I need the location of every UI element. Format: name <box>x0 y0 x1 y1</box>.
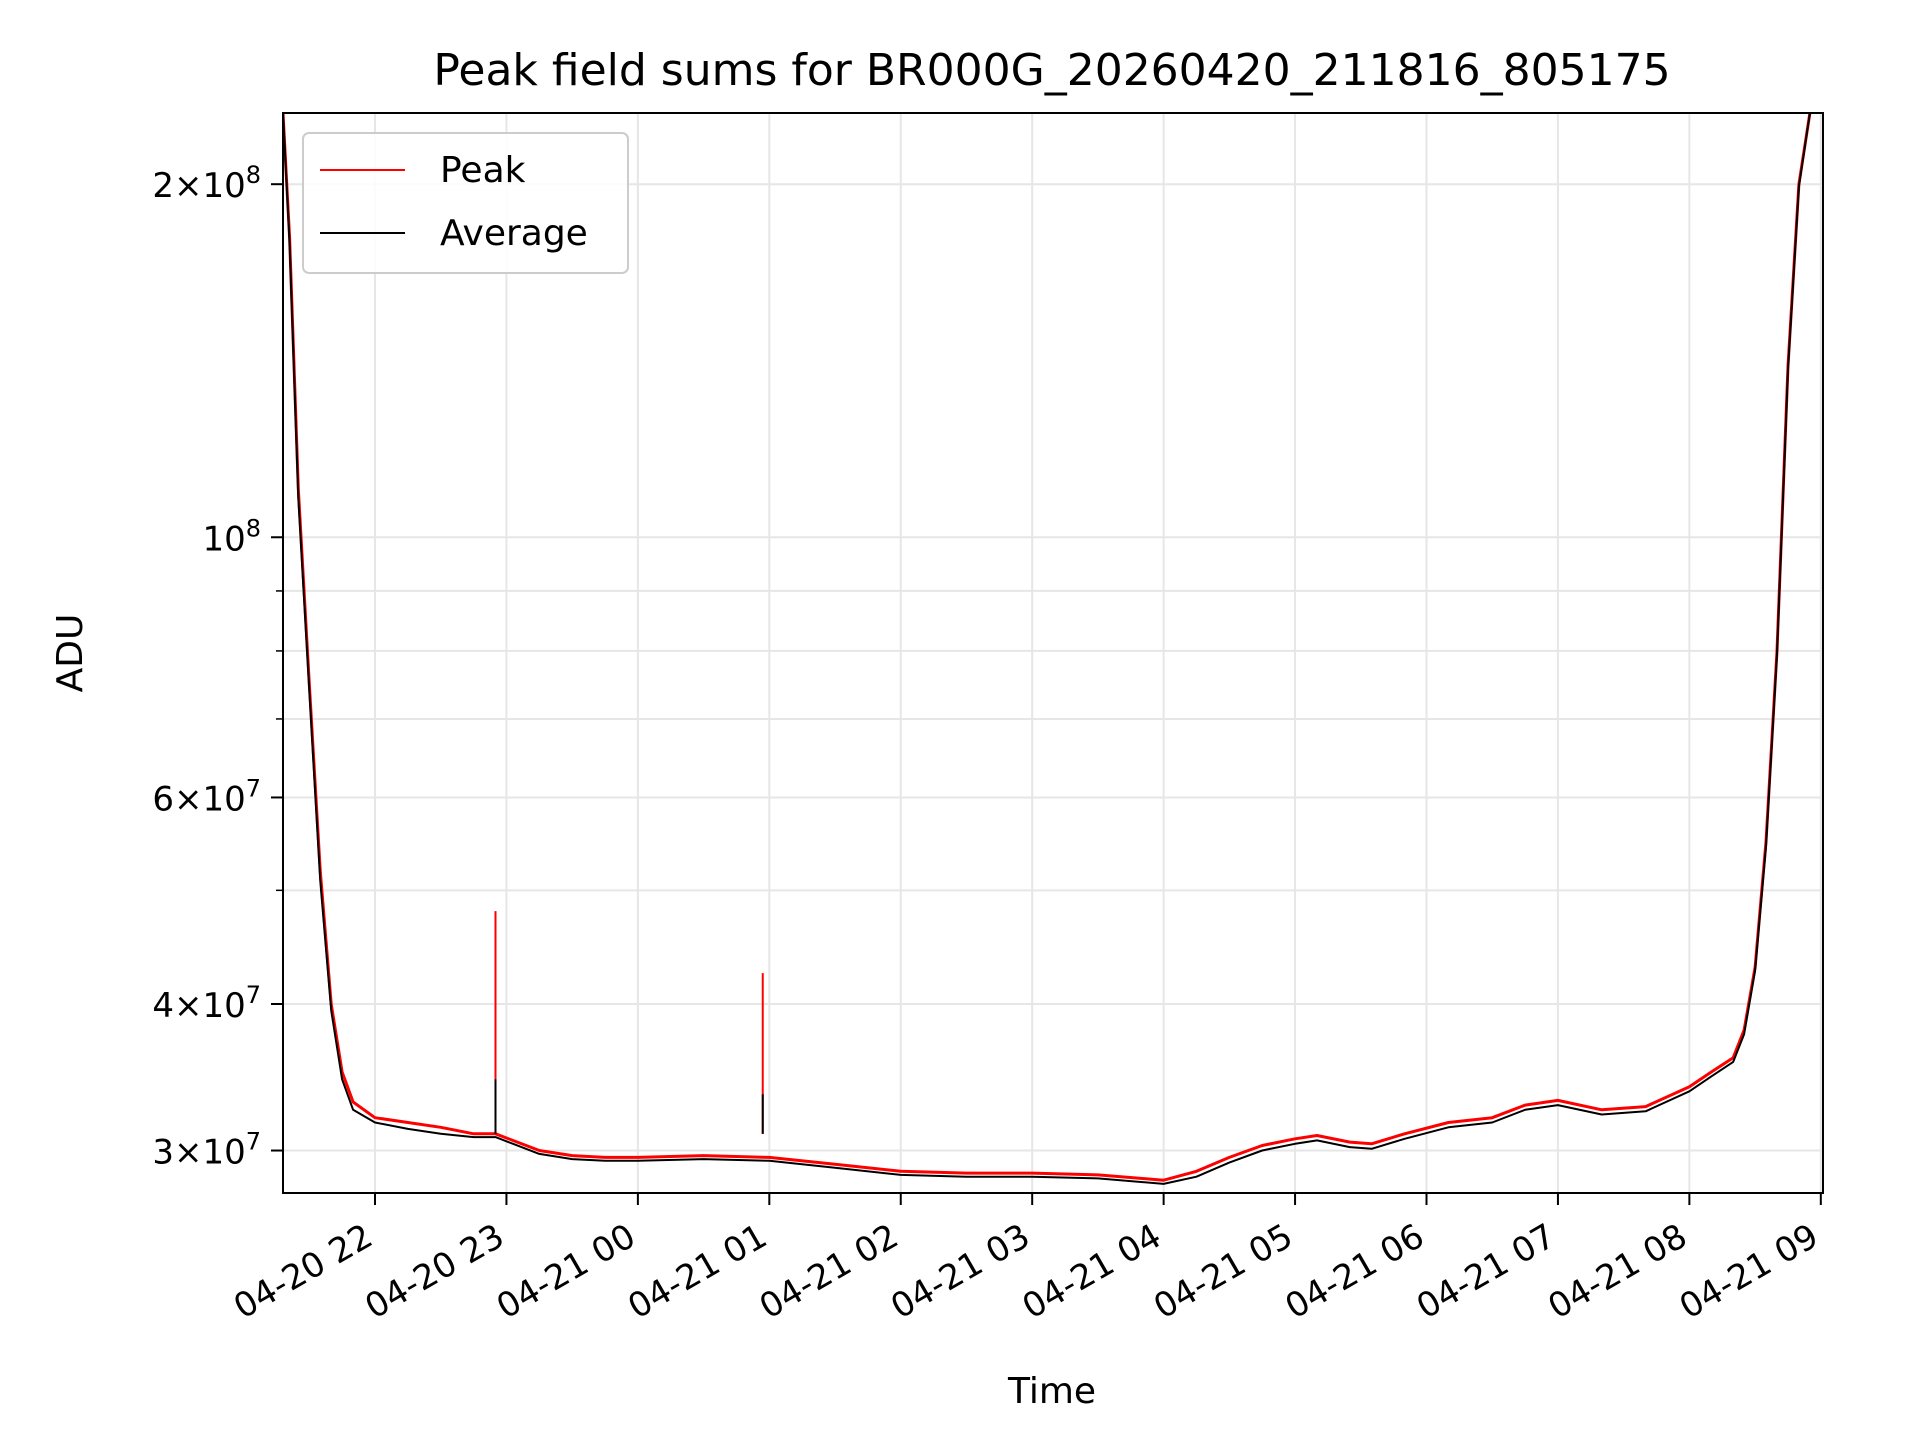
series-line-peak <box>283 113 1812 1182</box>
legend-label: Average <box>440 213 588 254</box>
y-tick-label: 4×107 <box>152 981 261 1026</box>
legend-box <box>302 132 629 274</box>
y-tick-label: 3×107 <box>152 1128 261 1173</box>
y-tick-label: 6×107 <box>152 774 261 819</box>
spikes <box>494 911 764 1134</box>
legend-label: Peak <box>440 150 526 191</box>
y-axis-label: ADU <box>50 614 91 693</box>
y-tick-label: 108 <box>202 514 261 559</box>
series-line-average <box>283 113 1811 1185</box>
chart-title: Peak field sums for BR000G_20260420_2118… <box>433 45 1670 96</box>
grid <box>283 113 1823 1193</box>
y-axis: 3×107 4×107 6×107 108 2×108 <box>152 161 283 1173</box>
y-tick-label: 2×108 <box>152 161 261 206</box>
legend: Peak Average <box>302 132 629 274</box>
plot-series <box>283 113 1812 1185</box>
x-axis-label: Time <box>1007 1371 1096 1412</box>
plot-frame <box>282 112 1824 1194</box>
